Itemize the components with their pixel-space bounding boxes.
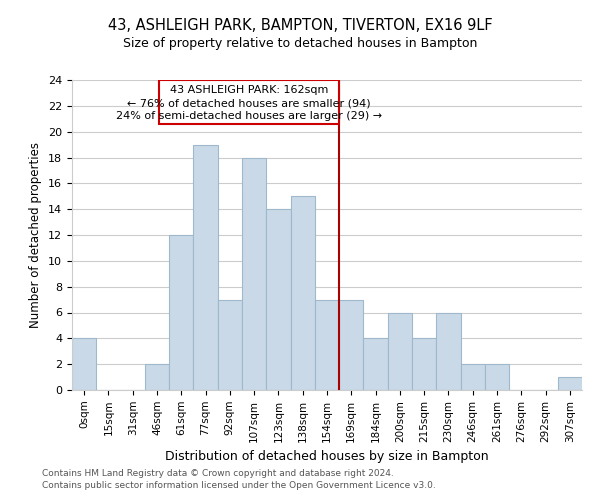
Text: Contains HM Land Registry data © Crown copyright and database right 2024.: Contains HM Land Registry data © Crown c… bbox=[42, 468, 394, 477]
Bar bbox=[436, 312, 461, 390]
Bar bbox=[290, 196, 315, 390]
Bar bbox=[193, 144, 218, 390]
Bar bbox=[315, 300, 339, 390]
FancyBboxPatch shape bbox=[160, 80, 339, 124]
Bar bbox=[145, 364, 169, 390]
Bar bbox=[364, 338, 388, 390]
Text: 24% of semi-detached houses are larger (29) →: 24% of semi-detached houses are larger (… bbox=[116, 111, 382, 121]
Bar bbox=[242, 158, 266, 390]
Bar bbox=[218, 300, 242, 390]
Text: Size of property relative to detached houses in Bampton: Size of property relative to detached ho… bbox=[123, 38, 477, 51]
Bar bbox=[485, 364, 509, 390]
Text: ← 76% of detached houses are smaller (94): ← 76% of detached houses are smaller (94… bbox=[127, 98, 371, 108]
Bar bbox=[169, 235, 193, 390]
Bar bbox=[388, 312, 412, 390]
Bar bbox=[461, 364, 485, 390]
Bar bbox=[266, 209, 290, 390]
Text: 43 ASHLEIGH PARK: 162sqm: 43 ASHLEIGH PARK: 162sqm bbox=[170, 84, 328, 94]
Text: 43, ASHLEIGH PARK, BAMPTON, TIVERTON, EX16 9LF: 43, ASHLEIGH PARK, BAMPTON, TIVERTON, EX… bbox=[107, 18, 493, 32]
Y-axis label: Number of detached properties: Number of detached properties bbox=[29, 142, 43, 328]
Bar bbox=[558, 377, 582, 390]
Text: Contains public sector information licensed under the Open Government Licence v3: Contains public sector information licen… bbox=[42, 481, 436, 490]
Bar bbox=[339, 300, 364, 390]
Bar bbox=[72, 338, 96, 390]
Bar bbox=[412, 338, 436, 390]
X-axis label: Distribution of detached houses by size in Bampton: Distribution of detached houses by size … bbox=[165, 450, 489, 463]
